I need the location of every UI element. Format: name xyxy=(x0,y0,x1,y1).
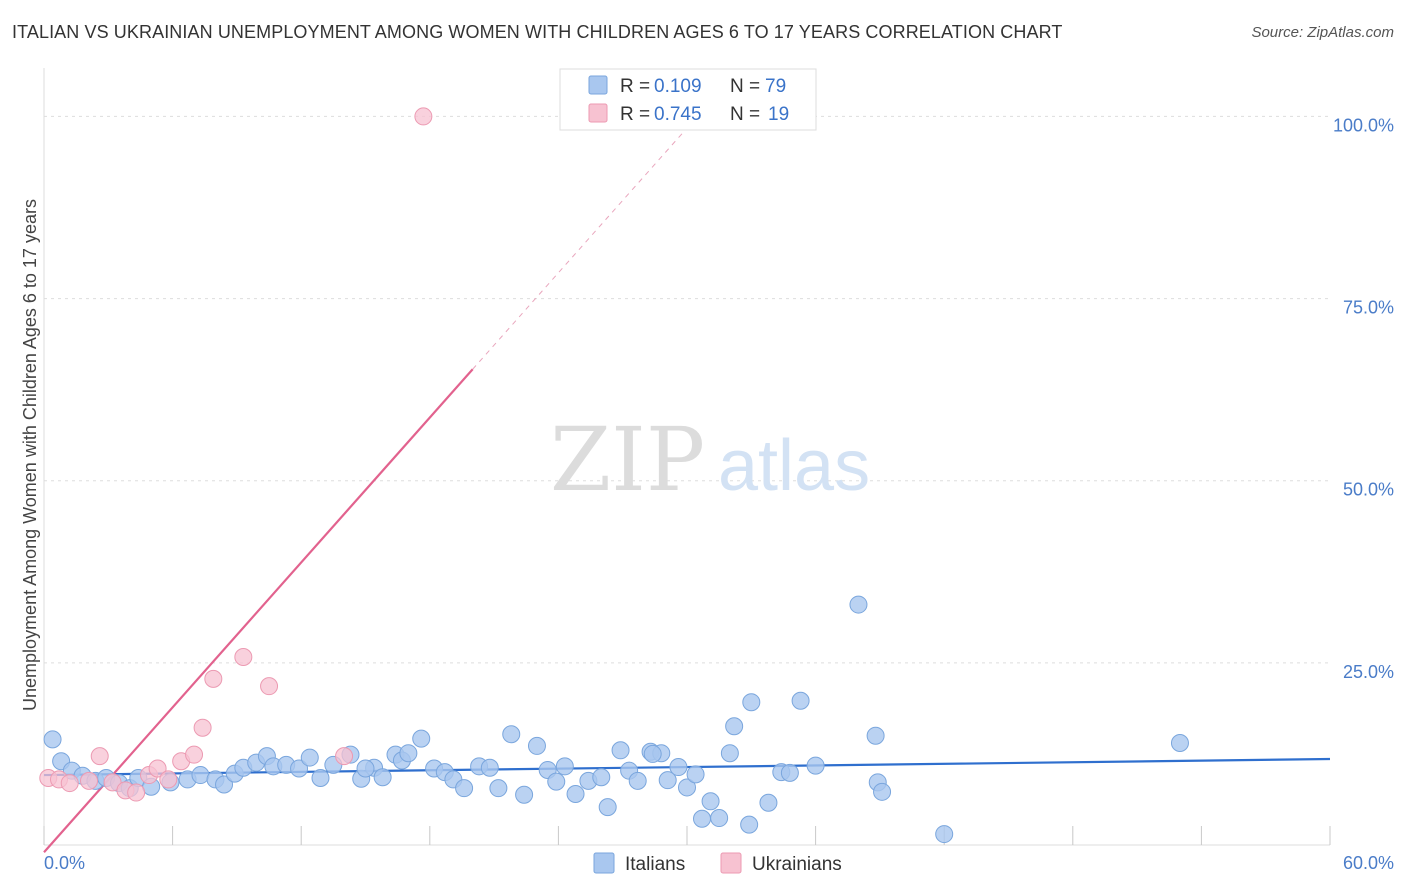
point-ukrainians-2 xyxy=(60,774,79,793)
point-italians-58 xyxy=(693,809,712,828)
point-italians-78 xyxy=(356,759,375,778)
point-italians-38 xyxy=(480,758,499,777)
point-italians-49 xyxy=(598,798,617,817)
legend-bottom-label-ukrainians[interactable]: Ukrainians xyxy=(752,854,842,875)
point-italians-69 xyxy=(806,756,825,775)
data-points xyxy=(39,107,1189,844)
point-ukrainians-10 xyxy=(159,770,178,789)
point-italians-63 xyxy=(740,815,759,834)
point-italians-46 xyxy=(566,785,585,803)
point-italians-44 xyxy=(547,772,566,791)
legend-r-value-italians: 0.109 xyxy=(654,76,702,97)
point-italians-73 xyxy=(873,782,892,801)
legend-stats: R = 0.109 N = 79 R = 0.745 N = 19 xyxy=(559,68,817,131)
trend-line-ukrainians-extension xyxy=(472,127,688,370)
point-ukrainians-12 xyxy=(185,745,204,764)
point-ukrainians-9 xyxy=(148,759,167,778)
x-tick-label-max: 60.0% xyxy=(1343,853,1394,873)
point-italians-62 xyxy=(725,717,744,736)
legend-swatch-ukrainians xyxy=(588,103,608,123)
point-italians-65 xyxy=(759,793,778,812)
y-axis-labels: 25.0% 50.0% 75.0% 100.0% xyxy=(1333,115,1394,681)
point-italians-67 xyxy=(780,763,799,782)
point-ukrainians-13 xyxy=(193,718,212,737)
point-italians-74 xyxy=(935,825,954,844)
chart-title: ITALIAN VS UKRAINIAN UNEMPLOYMENT AMONG … xyxy=(12,22,1063,42)
x-axis-ticks xyxy=(43,826,1331,846)
legend-bottom-label-italians[interactable]: Italians xyxy=(625,854,685,875)
point-italians-14 xyxy=(215,775,234,794)
point-italians-36 xyxy=(455,779,474,798)
point-italians-23 xyxy=(311,768,330,787)
trend-line-ukrainians xyxy=(43,368,474,854)
point-italians-39 xyxy=(489,779,508,798)
legend-series: Italians Ukrainians xyxy=(593,852,842,875)
point-italians-55 xyxy=(658,771,677,790)
point-italians-32 xyxy=(412,729,431,748)
legend-n-label-ukrainians: N = xyxy=(730,104,760,125)
point-italians-48 xyxy=(592,768,611,787)
y-tick-label-100: 100.0% xyxy=(1333,115,1394,135)
point-italians-21 xyxy=(290,759,309,778)
point-ukrainians-16 xyxy=(260,677,279,696)
point-italians-59 xyxy=(701,792,720,811)
x-tick-label-min: 0.0% xyxy=(44,853,85,873)
point-italians-22 xyxy=(300,748,319,767)
point-italians-68 xyxy=(791,691,810,710)
point-italians-60 xyxy=(710,809,729,828)
point-italians-57 xyxy=(678,778,696,797)
legend-r-label-italians: R = xyxy=(620,76,650,97)
legend-bottom-swatch-italians[interactable] xyxy=(593,852,615,874)
point-italians-70 xyxy=(849,595,868,614)
y-tick-label-25: 25.0% xyxy=(1343,662,1394,682)
y-tick-label-50: 50.0% xyxy=(1343,480,1394,500)
y-axis-label: Unemployment Among Women with Children A… xyxy=(20,199,40,711)
point-italians-61 xyxy=(720,744,739,763)
point-italians-12 xyxy=(191,766,210,785)
watermark-zip: ZIP xyxy=(550,408,705,511)
point-ukrainians-7 xyxy=(127,783,146,802)
point-italians-0 xyxy=(43,730,62,749)
legend-n-value-italians: 79 xyxy=(765,76,786,97)
gridlines xyxy=(44,115,1330,664)
point-ukrainians-17 xyxy=(335,747,354,766)
point-italians-41 xyxy=(515,785,534,804)
legend-swatch-italians xyxy=(588,75,608,95)
watermark-atlas: atlas xyxy=(718,426,870,506)
point-ukrainians-4 xyxy=(90,747,109,766)
point-italians-28 xyxy=(373,768,392,787)
legend-n-value-ukrainians: 19 xyxy=(768,104,789,125)
source-label: Source: ZipAtlas.com xyxy=(1251,24,1394,41)
legend-r-label-ukrainians: R = xyxy=(620,104,650,125)
legend-bottom-swatch-ukrainians[interactable] xyxy=(720,852,742,874)
point-italians-40 xyxy=(502,725,521,744)
point-italians-76 xyxy=(686,765,705,784)
point-ukrainians-15 xyxy=(234,648,253,667)
point-italians-75 xyxy=(1170,734,1189,752)
point-italians-45 xyxy=(555,757,574,776)
point-italians-42 xyxy=(527,736,546,755)
point-italians-50 xyxy=(611,741,630,760)
point-ukrainians-14 xyxy=(204,669,223,688)
point-italians-52 xyxy=(628,771,647,790)
point-italians-71 xyxy=(866,726,885,745)
y-tick-label-75: 75.0% xyxy=(1343,298,1394,318)
point-italians-64 xyxy=(742,693,761,712)
point-italians-31 xyxy=(399,744,418,763)
point-italians-77 xyxy=(643,744,662,763)
point-ukrainians-5 xyxy=(103,773,122,792)
point-italians-56 xyxy=(669,758,688,777)
legend-n-label-italians: N = xyxy=(730,76,760,97)
point-ukrainians-3 xyxy=(80,771,99,790)
legend-r-value-ukrainians: 0.745 xyxy=(654,104,702,125)
point-ukrainians-18 xyxy=(414,107,433,126)
